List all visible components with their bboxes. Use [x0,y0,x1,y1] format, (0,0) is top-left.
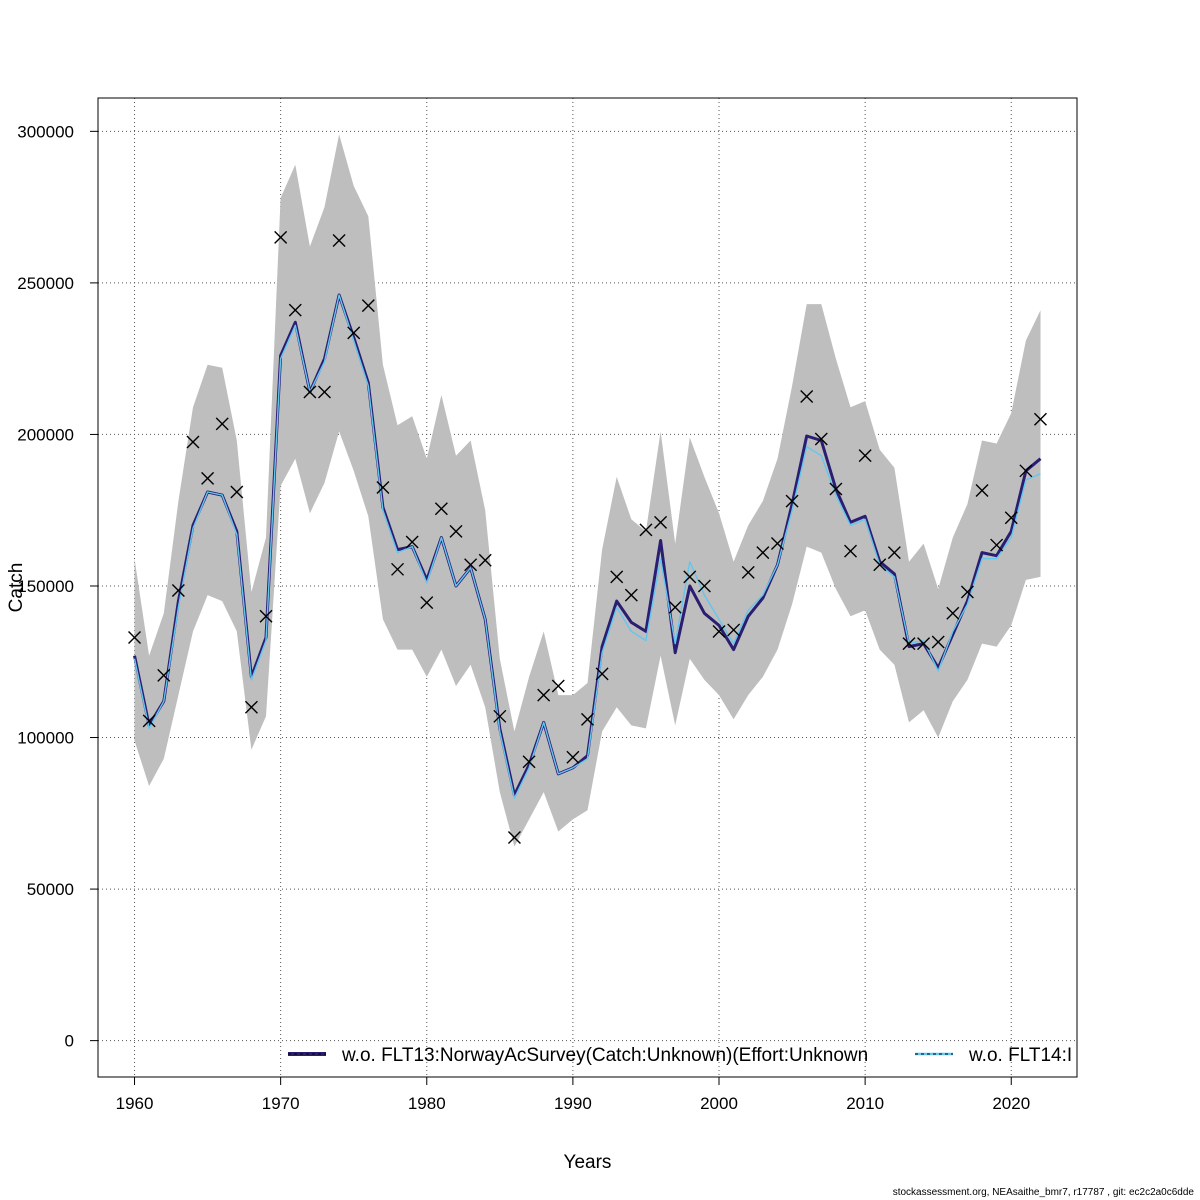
observed-point [186,435,200,449]
observed-point [171,584,185,598]
observed-point [902,637,916,651]
x-tick-label: 2010 [846,1094,884,1113]
observed-point [303,385,317,399]
observed-point [478,553,492,567]
observed-point [1019,464,1033,478]
x-tick-label: 1960 [116,1094,154,1113]
observed-point [201,471,215,485]
observed-point [332,233,346,247]
observed-point [595,667,609,681]
observed-point [727,623,741,637]
footer-credit: stockassessment.org, NEAsaithe_bmr7, r17… [892,1187,1194,1198]
y-tick-label: 250000 [17,274,74,293]
observed-point [756,546,770,560]
observed-point [785,494,799,508]
legend-label-1: w.o. FLT13:NorwayAcSurvey(Catch:Unknown)… [341,1045,868,1066]
confidence-band [134,134,1041,847]
observed-point [800,390,814,404]
legend-label-2: w.o. FLT14:I [968,1045,1072,1066]
observed-point [887,546,901,560]
observed-point [566,750,580,764]
observed-point [215,417,229,431]
x-tick-label: 1980 [408,1094,446,1113]
observed-point [946,606,960,620]
observed-point [259,609,273,623]
observed-point [449,524,463,538]
observed-point [142,714,156,728]
observed-point [610,570,624,584]
y-tick-label: 200000 [17,425,74,444]
x-tick-label: 1970 [262,1094,300,1113]
observed-point [917,637,931,651]
plot-area [128,134,1047,847]
observed-point [712,624,726,638]
observed-point [858,449,872,463]
y-axis-label: Catch [6,563,27,613]
y-tick-label: 50000 [27,880,74,899]
observed-point [347,326,361,340]
observed-point [654,515,668,529]
observed-point [230,485,244,499]
observed-point [551,679,565,693]
observed-point [873,558,887,572]
x-axis: 1960 1970 1980 1990 2000 2010 2020 [116,1076,1030,1113]
observed-point [420,596,434,610]
observed-point [317,385,331,399]
y-tick-label: 300000 [17,122,74,141]
observed-point [157,668,171,682]
x-axis-label: Years [564,1152,612,1173]
observed-point [244,700,258,714]
observed-point [288,303,302,317]
x-tick-label: 2020 [992,1094,1030,1113]
legend: w.o. FLT13:NorwayAcSurvey(Catch:Unknown)… [288,1045,1072,1066]
observed-point [975,484,989,498]
observed-point [931,635,945,649]
y-tick-label: 100000 [17,729,74,748]
observed-point [624,588,638,602]
observed-point [990,538,1004,552]
observed-point [697,579,711,593]
observed-point [376,480,390,494]
observed-point [391,562,405,576]
observed-point [405,535,419,549]
observed-point [829,482,843,496]
observed-point [814,432,828,446]
observed-point [361,299,375,313]
observed-point [493,709,507,723]
observed-point [464,558,478,572]
observed-point [537,688,551,702]
observed-point [741,565,755,579]
observed-point [581,712,594,726]
observed-point [960,585,974,599]
x-tick-label: 1990 [554,1094,592,1113]
observed-point [844,544,858,558]
observed-point [522,755,536,769]
observed-point [274,230,288,244]
series-line-2 [133,294,1041,799]
observed-point [639,523,653,537]
y-axis: 0 50000 100000 150000 200000 250000 300000 [17,122,99,1051]
y-tick-label: 0 [65,1032,74,1051]
observed-point [507,831,521,845]
observed-point [1004,511,1018,525]
observed-point [434,502,448,516]
observed-point [1033,412,1047,426]
x-tick-label: 2000 [700,1094,738,1113]
observed-point [770,537,784,551]
observed-point [668,600,682,614]
observed-point [128,631,142,645]
observed-point [683,570,697,584]
y-tick-label: 150000 [17,577,74,596]
